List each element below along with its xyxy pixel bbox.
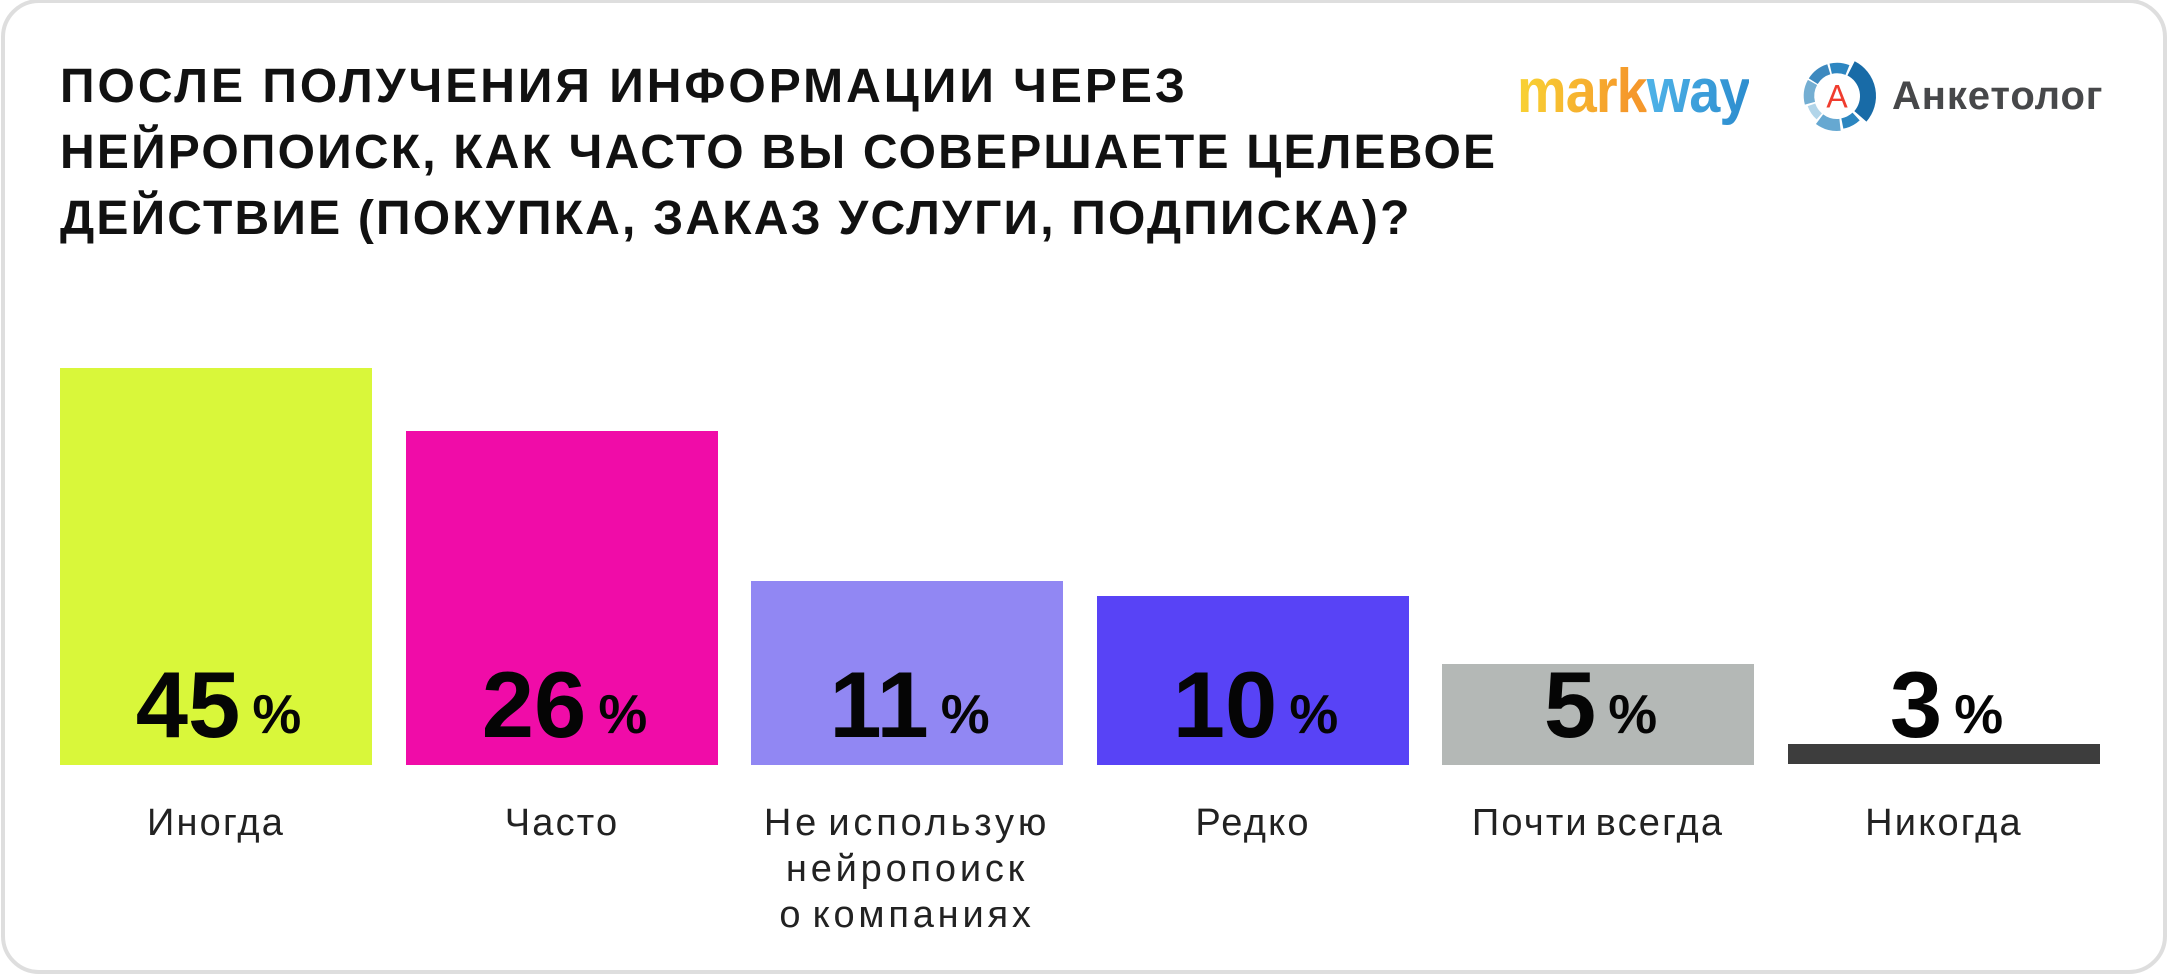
svg-text:А: А [1826, 79, 1848, 115]
